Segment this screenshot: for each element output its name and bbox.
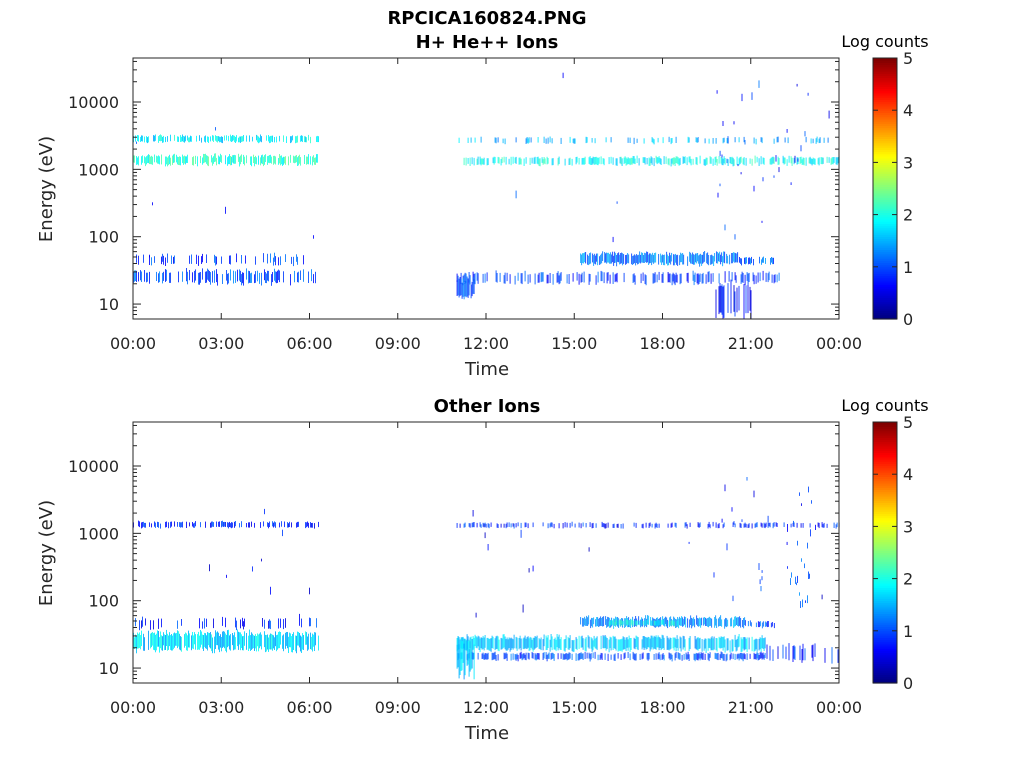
- count-feature-15: [472, 510, 823, 618]
- count-feature-2: [135, 616, 317, 631]
- colorbar-tick-label: 5: [903, 413, 913, 432]
- x-tick-label: 15:00: [551, 334, 597, 353]
- colorbar-label: Log counts: [841, 396, 928, 415]
- count-feature-10: [739, 256, 774, 266]
- count-feature-2: [133, 268, 316, 286]
- x-tick-label: 06:00: [286, 334, 332, 353]
- count-feature-13: [773, 131, 806, 178]
- y-tick-label: 1000: [78, 160, 119, 179]
- count-feature-7: [456, 634, 475, 680]
- x-tick-label: 09:00: [375, 334, 421, 353]
- count-feature-9: [580, 251, 739, 267]
- count-feature-10: [608, 619, 678, 627]
- x-tick-label: 12:00: [463, 334, 509, 353]
- panel-title: H+ He++ Ions: [416, 32, 559, 53]
- x-tick-label: 15:00: [551, 698, 597, 717]
- colorbar-tick-label: 1: [903, 258, 913, 277]
- spectrogram-data: [133, 477, 840, 680]
- count-feature-14: [787, 486, 816, 549]
- count-feature-3: [209, 508, 310, 620]
- colorbar-tick-label: 4: [903, 465, 913, 484]
- y-axis-label: Energy (eV): [36, 500, 57, 606]
- y-tick-label: 10: [99, 295, 119, 314]
- colorbar-tick-label: 3: [903, 517, 913, 536]
- count-feature-4: [136, 127, 314, 258]
- count-feature-11: [515, 72, 830, 243]
- figure-title: RPCICA160824.PNG: [387, 8, 586, 29]
- colorbar-tick-label: 2: [903, 206, 913, 225]
- colorbar: 0 1 2 3 4 5: [872, 413, 913, 693]
- colorbar-frame: [872, 57, 898, 320]
- x-tick-label: 06:00: [286, 698, 332, 717]
- x-axis-label: Time: [464, 723, 509, 744]
- count-feature-11: [744, 620, 775, 629]
- count-feature-6: [458, 136, 829, 145]
- count-feature-8: [456, 275, 475, 300]
- count-feature-8: [766, 643, 839, 664]
- colorbar-tick-label: 5: [903, 49, 913, 68]
- x-tick-label: 03:00: [198, 334, 244, 353]
- count-feature-12: [713, 477, 763, 602]
- spectrogram-data: [133, 72, 840, 319]
- colorbar-tick-label: 0: [903, 310, 913, 329]
- count-feature-5: [463, 155, 840, 167]
- x-tick-label: 12:00: [463, 698, 509, 717]
- x-tick-label: 00:00: [110, 698, 156, 717]
- x-tick-label: 00:00: [816, 334, 862, 353]
- colorbar-label: Log counts: [841, 32, 928, 51]
- colorbar-tick-label: 2: [903, 570, 913, 589]
- y-tick-label: 10000: [68, 457, 119, 476]
- colorbar: 0 1 2 3 4 5: [872, 49, 913, 329]
- x-tick-label: 18:00: [639, 334, 685, 353]
- count-feature-13: [787, 558, 810, 608]
- x-tick-label: 21:00: [728, 698, 774, 717]
- colorbar-tick-label: 4: [903, 101, 913, 120]
- colorbar-tick-label: 3: [903, 153, 913, 172]
- count-feature-6: [457, 651, 766, 662]
- count-feature-0: [133, 520, 319, 529]
- panel-other-ions: Other Ions Energy (eV) Time Log counts 0…: [36, 396, 929, 744]
- count-feature-4: [456, 521, 840, 529]
- panel-h-he-ions: H+ He++ Ions Energy (eV) Time Log counts…: [36, 32, 929, 380]
- y-tick-label: 10000: [68, 93, 119, 112]
- count-feature-3: [136, 252, 304, 267]
- count-feature-1: [133, 134, 319, 144]
- x-tick-label: 00:00: [816, 698, 862, 717]
- colorbar-tick-label: 0: [903, 674, 913, 693]
- x-tick-label: 21:00: [728, 334, 774, 353]
- y-tick-label: 1000: [78, 524, 119, 543]
- colorbar-frame: [872, 421, 898, 684]
- count-feature-0: [133, 153, 318, 167]
- y-tick-label: 10: [99, 659, 119, 678]
- plot-area: [133, 58, 839, 319]
- count-feature-14: [715, 279, 752, 319]
- count-feature-1: [133, 629, 319, 654]
- panel-title: Other Ions: [434, 396, 541, 417]
- x-tick-label: 03:00: [198, 698, 244, 717]
- y-tick-label: 100: [88, 228, 119, 247]
- count-feature-12: [717, 80, 764, 240]
- x-tick-label: 18:00: [639, 698, 685, 717]
- count-feature-7: [456, 270, 780, 286]
- y-tick-label: 100: [88, 592, 119, 611]
- x-tick-label: 00:00: [110, 334, 156, 353]
- colorbar-tick-label: 1: [903, 622, 913, 641]
- x-axis-label: Time: [464, 359, 509, 380]
- x-tick-label: 09:00: [375, 698, 421, 717]
- count-feature-5: [456, 634, 766, 653]
- y-axis-label: Energy (eV): [36, 136, 57, 242]
